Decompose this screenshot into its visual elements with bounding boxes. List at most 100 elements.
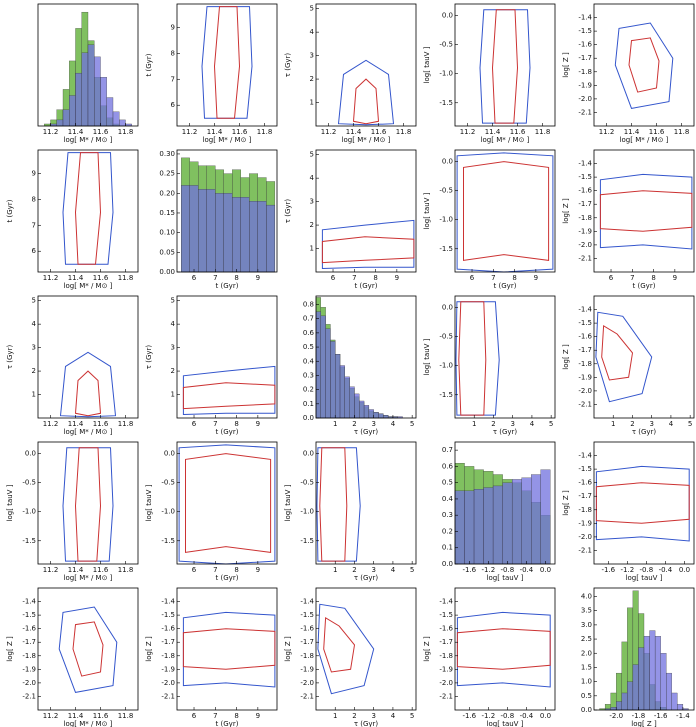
contour xyxy=(628,37,660,93)
y-tick-label: 3 xyxy=(310,198,314,206)
x-tick-label: 11.2 xyxy=(321,128,337,136)
y-tick-label: 3.0 xyxy=(581,621,592,629)
x-tick-label: 11.2 xyxy=(43,566,59,574)
x-tick-label: 6 xyxy=(331,274,336,282)
hist-bar xyxy=(325,328,331,419)
hist-bar xyxy=(610,707,617,711)
contour xyxy=(595,311,653,403)
y-tick-label: -1.9 xyxy=(578,227,592,235)
y-tick-label: -1.8 xyxy=(439,652,453,660)
panel: 6 7 8 9 -2.1 -2.0 -1.9 -1.8 -1.7 -1.6 -1.5 -1.4 t (G… xyxy=(562,149,695,290)
y-tick-label: 0.20 xyxy=(159,189,175,197)
x-tick-label: 5 xyxy=(410,420,414,428)
y-tick-label: -2.0 xyxy=(578,241,592,249)
hist-bar xyxy=(621,692,628,711)
y-tick-label: 0.6 xyxy=(442,462,454,470)
y-tick-label: -1.9 xyxy=(578,81,592,89)
y-axis-label: t (Gyr) xyxy=(6,199,14,222)
x-axis-label: log[ M* / M⊙ ] xyxy=(64,282,113,290)
x-axis-label: log[ M* / M⊙ ] xyxy=(620,136,669,144)
hist-bar xyxy=(473,489,484,565)
y-axis-label: log[ tauV ] xyxy=(145,484,153,521)
x-tick-label: 11.8 xyxy=(674,128,690,136)
panel: 1 2 3 4 5 -2.1 -2.0 -1.9 -1.8 -1.7 -1.6 -1.5 -1.4 τ (… xyxy=(562,295,695,436)
y-tick-label: 1 xyxy=(171,391,175,399)
y-axis-label: τ (Gyr) xyxy=(284,199,292,224)
y-tick-label: -1.9 xyxy=(161,665,175,673)
hist-bar xyxy=(232,197,241,273)
contour xyxy=(182,611,276,688)
y-tick-label: -0.5 xyxy=(439,41,453,49)
x-axis-label: log[ M* / M⊙ ] xyxy=(64,574,113,582)
panel: 11.2 11.4 11.6 11.8 1 2 3 4 5 log[ M* / M⊙ ] τ (Gy… xyxy=(284,3,417,144)
hist-bar xyxy=(627,681,634,711)
y-axis-label: t (Gyr) xyxy=(145,53,153,76)
panel: 6 7 8 9 -1.5 -1.0 -0.5 0.0 t (Gyr) log[ tauV ] xyxy=(145,441,278,582)
hist-bar xyxy=(330,341,336,419)
x-tick-label: 6 xyxy=(192,712,197,720)
y-tick-label: -1.4 xyxy=(439,598,453,606)
panel-frame xyxy=(37,441,139,565)
x-tick-label: 3 xyxy=(371,420,375,428)
x-tick-label: -0.8 xyxy=(501,712,515,720)
x-tick-label: 5 xyxy=(410,712,414,720)
y-tick-label: -2.1 xyxy=(578,254,592,262)
y-tick-label: 2.0 xyxy=(581,649,592,657)
x-tick-label: 8 xyxy=(373,274,377,282)
y-tick-label: -1.4 xyxy=(578,14,592,22)
panel-frame xyxy=(37,587,139,711)
y-tick-label: 9 xyxy=(171,23,175,31)
y-axis-label: log[ tauV ] xyxy=(423,192,431,229)
hist-bar xyxy=(266,204,276,273)
x-tick-label: 11.8 xyxy=(118,712,134,720)
x-axis-label: t (Gyr) xyxy=(355,282,378,290)
y-tick-label: -1.5 xyxy=(439,245,453,253)
y-tick-label: -2.1 xyxy=(161,692,175,700)
panel-frame xyxy=(37,3,139,127)
y-tick-label: 7 xyxy=(171,75,175,83)
x-tick-label: 4 xyxy=(391,420,396,428)
y-tick-label: -2.1 xyxy=(578,108,592,116)
x-tick-label: 3 xyxy=(510,420,514,428)
y-tick-label: -1.7 xyxy=(439,638,453,646)
y-axis-label: log[ Z ] xyxy=(562,198,570,224)
y-tick-label: -1.5 xyxy=(578,27,592,35)
x-tick-label: -1.8 xyxy=(632,712,646,720)
panel: 11.2 11.4 11.6 11.8 -1.5 -1.0 -0.5 0.0 log[ M* /… xyxy=(423,3,556,144)
x-tick-label: -1.2 xyxy=(620,566,634,574)
x-tick-label: -2.0 xyxy=(609,712,623,720)
x-tick-label: 11.2 xyxy=(43,420,59,428)
hist-bar xyxy=(106,97,114,127)
y-tick-label: 7 xyxy=(32,221,36,229)
x-tick-label: -1.2 xyxy=(481,712,495,720)
x-axis-label: log[ tauV ] xyxy=(626,574,663,582)
y-tick-label: 0.4 xyxy=(442,495,454,503)
x-axis-label: t (Gyr) xyxy=(216,282,239,290)
panel-frame xyxy=(593,587,695,711)
x-tick-label: 9 xyxy=(256,420,260,428)
hist-bar xyxy=(632,664,639,711)
x-tick-label: 9 xyxy=(256,566,260,574)
y-tick-label: 3 xyxy=(32,344,36,352)
x-tick-label: 5 xyxy=(549,420,553,428)
x-tick-label: 11.6 xyxy=(232,128,248,136)
x-axis-label: t (Gyr) xyxy=(216,574,239,582)
y-tick-label: -1.4 xyxy=(22,598,36,606)
y-tick-label: 0.0 xyxy=(442,560,453,568)
y-tick-label: -2.0 xyxy=(161,679,175,687)
x-tick-label: 0.0 xyxy=(540,566,551,574)
y-axis-label: log[ Z ] xyxy=(423,636,431,662)
y-axis-label: log[ Z ] xyxy=(284,636,292,662)
panel-frame xyxy=(315,587,417,711)
contour xyxy=(614,22,674,109)
y-tick-label: 0.00 xyxy=(159,268,175,276)
panel-frame xyxy=(176,3,278,127)
y-tick-label: 5 xyxy=(171,297,175,305)
contour xyxy=(182,365,276,416)
y-tick-label: -1.7 xyxy=(300,638,314,646)
x-tick-label: 11.8 xyxy=(535,128,551,136)
hist-bar xyxy=(638,647,645,711)
panel-frame xyxy=(176,441,278,565)
hist-bar xyxy=(215,193,224,273)
contour xyxy=(316,447,361,562)
